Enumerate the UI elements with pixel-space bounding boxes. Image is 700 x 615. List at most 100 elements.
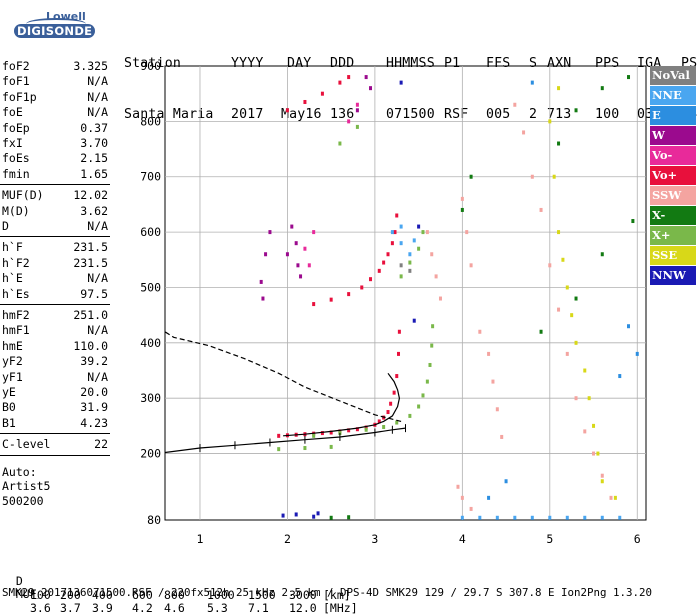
y-tick-label: 700 [140, 170, 161, 184]
point-vo [393, 230, 397, 235]
point-w [261, 296, 265, 301]
param-fof2: foF2 3.325 [2, 59, 108, 73]
param-hmf2: hmF2 251.0 [2, 308, 108, 322]
header-label-2: DAY [287, 56, 312, 71]
param-value: N/A [87, 323, 108, 338]
d-value-4: 800 [164, 588, 185, 602]
param-value: N/A [87, 105, 108, 120]
point-vo [386, 410, 390, 415]
param-name: foEs [2, 151, 30, 166]
param-name: h`F2 [2, 255, 30, 270]
point-sse [613, 495, 617, 500]
point-x [539, 329, 543, 334]
point-x [395, 420, 399, 425]
param-value: 0.37 [80, 120, 108, 135]
point-vo [347, 75, 351, 80]
header-value-6: 005 [486, 107, 511, 122]
point-x [627, 75, 631, 80]
y-tick-label: 500 [140, 280, 161, 294]
point-x [399, 274, 403, 279]
point-vo [390, 241, 394, 246]
point-ssw [460, 495, 464, 500]
param-value: 251.0 [73, 308, 108, 322]
point-x [338, 141, 342, 146]
x-tick-label: 1 [197, 532, 204, 546]
y-tick-label: 400 [140, 336, 161, 350]
point-w [299, 274, 303, 279]
point-vo [360, 285, 364, 290]
header-label-5: P1 [444, 56, 461, 71]
point-nne [600, 515, 604, 520]
param-fof1p: foF1p N/A [2, 90, 108, 104]
point-vo [329, 297, 333, 302]
legend-item-vo: Vo+ [650, 166, 696, 185]
param-separator [0, 433, 110, 435]
point-x [425, 379, 429, 384]
param-value: 231.5 [73, 255, 108, 270]
point-x [277, 447, 281, 452]
point-nne [513, 515, 517, 520]
muf-value-7: 12.0 [289, 601, 317, 615]
point-vo [392, 390, 396, 395]
point-vo [355, 102, 359, 107]
x-tick-label: 3 [371, 532, 378, 546]
point-nnw [312, 514, 316, 519]
point-ssw [434, 274, 438, 279]
point-vo [397, 329, 401, 334]
point-ssw [487, 351, 491, 356]
muf-value-3: 4.2 [132, 601, 153, 615]
param-fxi: fxI 3.70 [2, 136, 108, 150]
param-he: h`E N/A [2, 271, 108, 285]
point-ssw [530, 174, 534, 179]
param-fof1: foF1 N/A [2, 74, 108, 88]
param-hme: hmE 110.0 [2, 339, 108, 353]
header-label-8: AXN [547, 56, 572, 71]
param-name: foF1p [2, 89, 37, 104]
header-values-row: Santa Maria 2017 May16 136 071500 RSF 005 2 713 1… [124, 106, 697, 123]
point-w [369, 86, 373, 91]
d-value-2: 400 [92, 588, 113, 602]
point-ssw [574, 396, 578, 401]
muf-trace [164, 427, 406, 454]
point-ssw [557, 307, 561, 312]
point-ssw [460, 196, 464, 201]
y-tick-label: 200 [140, 447, 161, 461]
point-nne [412, 238, 416, 243]
header-label-0: Station [124, 56, 181, 71]
header-label-4: HHMMSS [386, 56, 435, 71]
point-vo [312, 302, 316, 307]
param-separator [0, 236, 110, 238]
point-x [408, 413, 412, 418]
param-name: foEp [2, 120, 30, 135]
y-tick-label: 80 [147, 513, 161, 527]
point-vo [355, 427, 359, 432]
param-md: M(D) 3.62 [2, 204, 108, 218]
d-value-0: 100 [30, 588, 51, 602]
point-nne [618, 515, 622, 520]
point-sse [557, 86, 561, 91]
param-name: hmE [2, 338, 23, 353]
point-ssw [513, 102, 517, 107]
point-x [329, 444, 333, 449]
param-name: yE [2, 385, 16, 399]
param-value: 3.70 [80, 136, 108, 150]
electron-density-profile [283, 372, 401, 437]
param-value: 110.0 [73, 338, 108, 353]
param-value: 231.5 [73, 240, 108, 255]
y-tick-label: 800 [140, 114, 161, 128]
distance-row: D 100 200 400 600 800 1000 1500 3000 [km] [2, 560, 351, 602]
param-hf: h`F 231.5 [2, 240, 108, 254]
header-value-1: 2017 [231, 107, 264, 122]
point-nnw [412, 318, 416, 323]
point-nne [408, 252, 412, 257]
point-vo [347, 119, 351, 124]
point-w [285, 252, 289, 257]
muf-value-1: 3.7 [60, 601, 81, 615]
param-value: 97.5 [80, 286, 108, 301]
point-nne [460, 515, 464, 520]
legend-item-nnw: NNW [650, 266, 696, 285]
distance-label: D [15, 574, 23, 588]
point-sse [574, 340, 578, 345]
param-b1: B1 4.23 [2, 416, 108, 430]
param-value: 22 [94, 437, 108, 452]
